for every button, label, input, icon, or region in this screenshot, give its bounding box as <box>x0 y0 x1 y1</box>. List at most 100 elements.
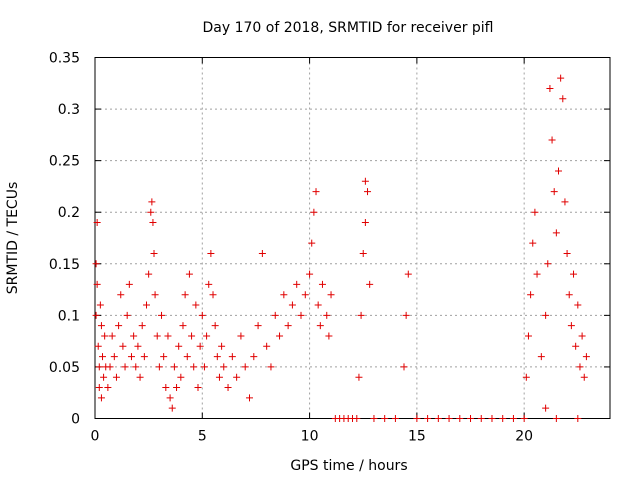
x-tick-label: 20 <box>515 429 533 445</box>
x-tick-label: 5 <box>198 429 207 445</box>
data-point <box>509 415 517 422</box>
data-point <box>312 188 320 196</box>
data-point <box>237 332 245 340</box>
data-point <box>524 332 532 340</box>
data-point <box>325 332 333 340</box>
x-tick-label: 0 <box>91 429 100 445</box>
data-points <box>92 74 590 422</box>
data-point <box>100 373 108 381</box>
data-point <box>499 415 507 422</box>
data-point <box>370 415 378 422</box>
data-point <box>123 311 131 319</box>
data-point <box>357 311 365 319</box>
data-point <box>381 415 389 422</box>
data-point <box>104 384 112 392</box>
data-point <box>529 239 537 247</box>
data-point <box>297 311 305 319</box>
data-point <box>158 311 166 319</box>
data-point <box>276 332 284 340</box>
x-tick-label: 15 <box>408 429 426 445</box>
data-point <box>565 291 573 299</box>
data-point <box>284 322 292 330</box>
data-point <box>467 415 475 422</box>
data-point <box>404 270 412 278</box>
data-point <box>544 260 552 268</box>
data-point <box>181 291 189 299</box>
data-point <box>323 311 331 319</box>
data-point <box>185 270 193 278</box>
data-point <box>213 353 221 361</box>
data-point <box>153 332 161 340</box>
data-point <box>148 198 156 206</box>
data-point <box>140 353 148 361</box>
data-point <box>548 136 556 144</box>
data-point <box>151 291 159 299</box>
data-point <box>527 291 535 299</box>
data-point <box>361 177 369 185</box>
data-point <box>567 322 575 330</box>
data-point <box>531 208 539 216</box>
data-point <box>93 219 101 227</box>
x-axis-label: GPS time / hours <box>290 458 407 474</box>
data-point <box>280 291 288 299</box>
data-point <box>424 415 432 422</box>
chart-title: Day 170 of 2018, SRMTID for receiver pif… <box>202 20 493 36</box>
data-point <box>580 373 588 381</box>
y-tick-label: 0.1 <box>58 308 80 324</box>
data-point <box>136 373 144 381</box>
data-point <box>574 301 582 309</box>
data-point <box>173 384 181 392</box>
data-point <box>127 353 135 361</box>
data-point <box>207 249 215 257</box>
data-point <box>95 363 103 371</box>
data-point <box>263 342 271 350</box>
data-point <box>361 219 369 227</box>
data-point <box>293 280 301 288</box>
data-point <box>576 363 584 371</box>
data-point <box>561 198 569 206</box>
data-point <box>147 208 155 216</box>
data-point <box>250 353 258 361</box>
data-point <box>552 415 560 422</box>
data-point <box>355 373 363 381</box>
data-point <box>203 332 211 340</box>
grid <box>95 57 610 419</box>
data-point <box>241 363 249 371</box>
data-point <box>99 353 107 361</box>
y-tick-label: 0 <box>71 412 80 428</box>
data-point <box>570 270 578 278</box>
data-point <box>92 311 100 319</box>
data-point <box>301 291 309 299</box>
data-point <box>271 311 279 319</box>
data-point <box>288 301 296 309</box>
data-point <box>402 311 410 319</box>
data-point <box>125 280 133 288</box>
data-point <box>359 249 367 257</box>
data-point <box>106 363 114 371</box>
data-point <box>542 404 550 412</box>
data-point <box>316 322 324 330</box>
data-point <box>149 219 157 227</box>
data-point <box>175 342 183 350</box>
data-point <box>162 384 170 392</box>
data-point <box>318 280 326 288</box>
data-point <box>550 188 558 196</box>
data-point <box>555 167 562 175</box>
data-point <box>205 280 213 288</box>
data-point <box>101 332 109 340</box>
data-point <box>92 260 100 268</box>
data-point <box>192 301 200 309</box>
data-point <box>552 229 560 237</box>
data-point <box>110 353 118 361</box>
data-point <box>557 74 565 82</box>
data-point <box>97 322 105 330</box>
data-point <box>310 208 318 216</box>
data-point <box>314 301 322 309</box>
y-axis-label: SRMTID / TECUs <box>5 182 21 295</box>
data-point <box>94 342 102 350</box>
data-point <box>198 311 206 319</box>
data-point <box>209 291 217 299</box>
data-point <box>96 301 104 309</box>
data-point <box>177 373 185 381</box>
